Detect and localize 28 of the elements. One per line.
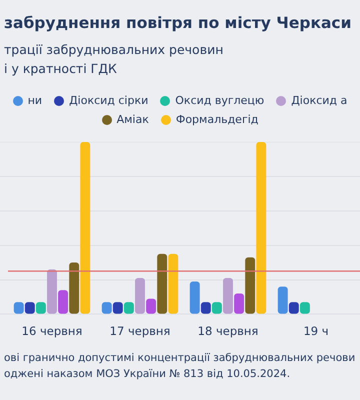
x-tick-label: 16 червня xyxy=(22,324,82,338)
legend-label: Аміак xyxy=(116,113,149,126)
x-tick-label: 19 ч xyxy=(303,324,329,338)
bar xyxy=(80,142,90,314)
bar xyxy=(69,262,80,314)
bar xyxy=(234,294,244,314)
bar xyxy=(135,278,145,314)
bar xyxy=(190,281,200,314)
bar xyxy=(58,290,68,314)
bar xyxy=(168,254,178,314)
bar xyxy=(278,286,288,314)
bar xyxy=(157,254,168,314)
x-tick-label: 18 червня xyxy=(198,324,258,338)
bar xyxy=(245,257,256,314)
bar xyxy=(47,269,57,314)
bar xyxy=(223,278,233,314)
legend-label: Діоксид а xyxy=(291,94,348,107)
text: оджені наказом МОЗ України № 813 від 10.05.2024. xyxy=(4,367,292,382)
bar xyxy=(256,142,266,314)
chart-subtitle: трації забруднювальних речовин і у кратності ГДК xyxy=(4,41,224,78)
x-tick-label: 17 червня xyxy=(110,324,170,338)
bar xyxy=(146,298,156,314)
chart-title: забруднення повітря по місту Черкаси xyxy=(4,14,352,32)
legend-label: ни xyxy=(28,94,42,107)
legend-label: Оксид вуглецю xyxy=(175,94,264,107)
legend-label: Формальдегід xyxy=(176,113,258,126)
text: ові гранично допустимі концентрації забруднювальних речови xyxy=(4,351,356,366)
legend-label: Діоксид сірки xyxy=(69,94,148,107)
